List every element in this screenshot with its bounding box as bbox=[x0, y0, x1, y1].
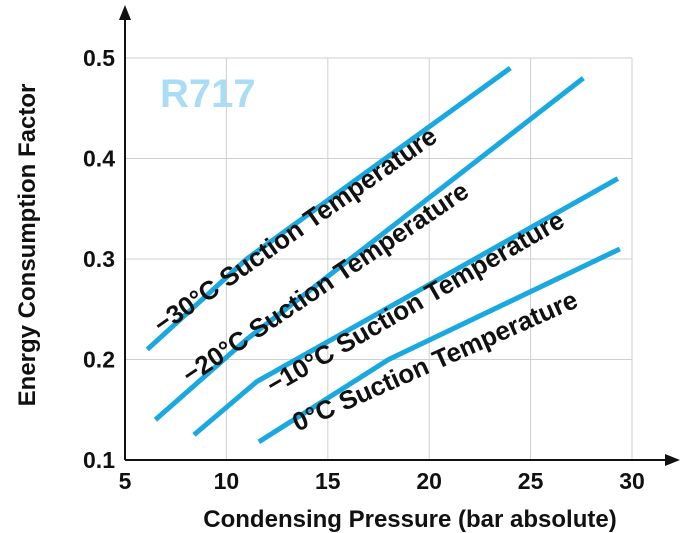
y-tick-label: 0.4 bbox=[83, 146, 115, 172]
series-line bbox=[153, 76, 585, 422]
inset-label: R717 bbox=[160, 72, 256, 116]
x-tick-label: 5 bbox=[119, 468, 132, 494]
series-labels: −30°C Suction Temperature−20°C Suction T… bbox=[148, 120, 582, 437]
x-axis-title: Condensing Pressure (bar absolute) bbox=[203, 506, 616, 533]
series-line bbox=[257, 246, 621, 445]
axes bbox=[119, 5, 680, 466]
y-tick-label: 0.3 bbox=[83, 246, 115, 272]
y-axis-title: Energy Consumption Factor bbox=[14, 84, 41, 407]
x-tick-label: 20 bbox=[416, 468, 442, 494]
series-line bbox=[145, 66, 512, 352]
x-tick-label: 25 bbox=[518, 468, 544, 494]
y-tick-label: 0.5 bbox=[83, 45, 115, 71]
x-tick-labels: 5 10 15 20 25 30 bbox=[119, 468, 645, 494]
y-tick-labels: 0.1 0.2 0.3 0.4 0.5 bbox=[83, 45, 115, 473]
x-tick-label: 30 bbox=[619, 468, 645, 494]
y-tick-label: 0.1 bbox=[83, 447, 115, 473]
grid bbox=[125, 57, 633, 460]
series-line bbox=[192, 176, 620, 437]
x-tick-label: 10 bbox=[214, 468, 240, 494]
x-axis-arrow bbox=[665, 454, 680, 466]
x-tick-label: 15 bbox=[315, 468, 341, 494]
series-lines bbox=[145, 66, 621, 445]
y-tick-label: 0.2 bbox=[83, 347, 115, 373]
y-axis-arrow bbox=[119, 5, 131, 20]
